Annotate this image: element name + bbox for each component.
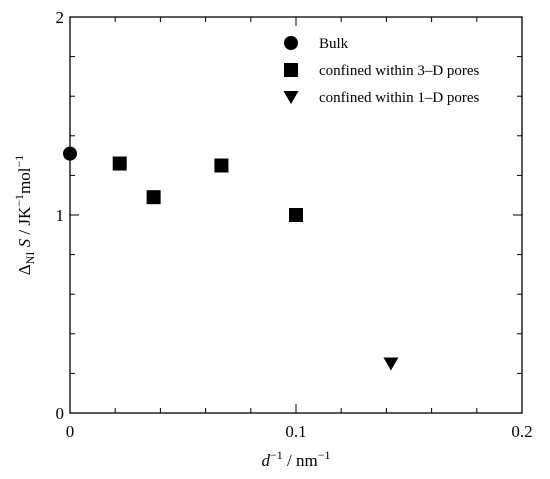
y-tick-label: 2 <box>56 8 65 27</box>
legend-label: confined within 3–D pores <box>319 63 480 79</box>
data-point-triangle-down <box>383 357 399 371</box>
data-markers <box>63 146 399 371</box>
legend-label: Bulk <box>319 36 349 52</box>
axis-tick-labels: 0 0.1 0.2 0 1 2 <box>56 8 533 441</box>
data-point-square <box>146 190 161 205</box>
data-point-square <box>289 208 303 222</box>
y-tick-label: 1 <box>56 206 65 225</box>
legend-marker-triangle-down <box>283 91 299 104</box>
svg-text:ΔNI S / JK−1mol−1: ΔNI S / JK−1mol−1 <box>12 155 37 276</box>
axis-ticks <box>69 16 523 414</box>
data-point-circle <box>63 146 77 161</box>
x-tick-label: 0.2 <box>511 422 532 441</box>
data-point-square <box>214 158 229 173</box>
legend: Bulk confined within 3–D pores confined wi… <box>283 36 480 106</box>
x-axis-label: d−1 / nm−1 <box>261 448 330 470</box>
y-tick-label: 0 <box>56 404 65 423</box>
data-point-square <box>112 156 127 171</box>
legend-marker-square <box>284 63 298 77</box>
y-axis-label: ΔNI S / JK−1mol−1 <box>12 155 37 276</box>
x-tick-label: 0 <box>66 422 75 441</box>
x-tick-label: 0.1 <box>285 422 306 441</box>
legend-marker-circle <box>284 36 298 50</box>
legend-label: confined within 1–D pores <box>319 90 480 106</box>
